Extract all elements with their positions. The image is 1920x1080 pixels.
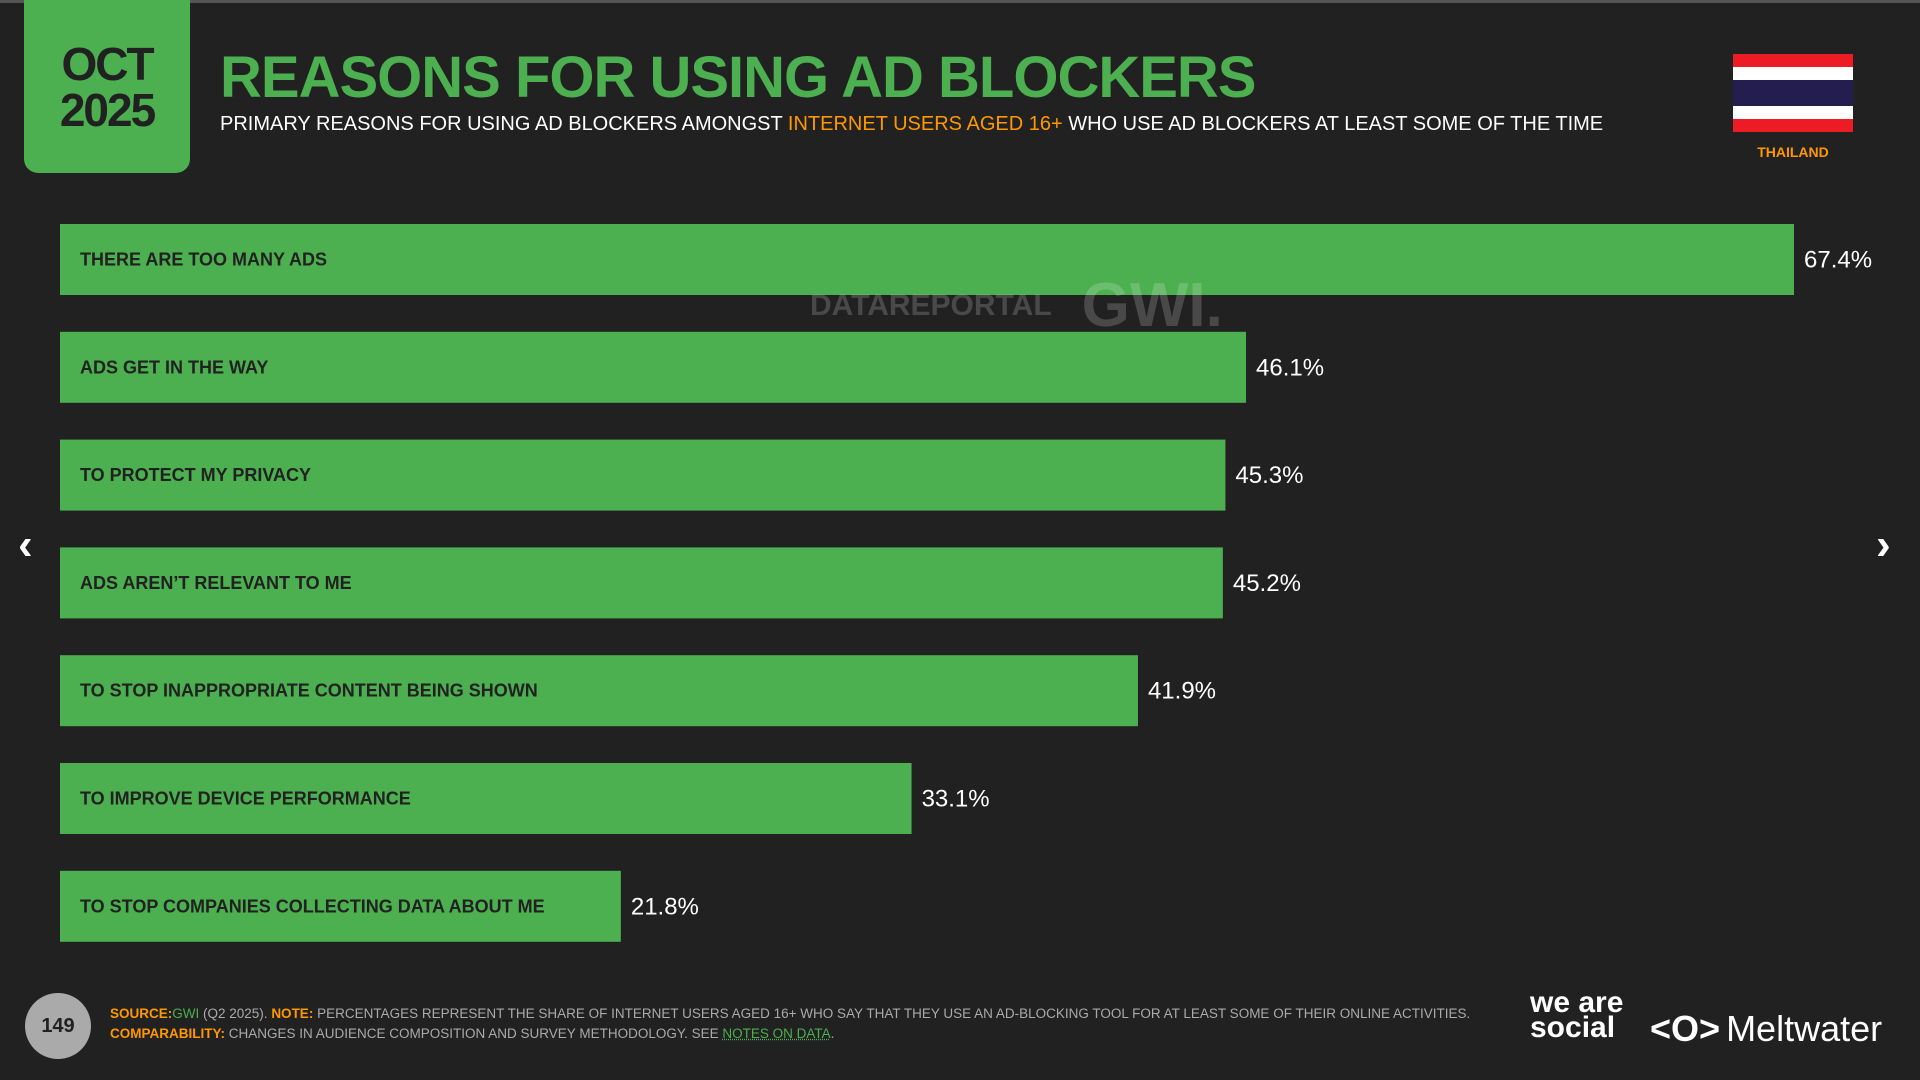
source-link[interactable]: GWI <box>172 1006 200 1021</box>
watermark-datareportal: DATAREPORTAL <box>810 288 1052 322</box>
watermark: DATAREPORTAL GWI. <box>810 270 1223 341</box>
page-title: REASONS FOR USING AD BLOCKERS <box>220 45 1256 110</box>
bar-value-label: 41.9% <box>1148 678 1216 705</box>
meltwater-logo: <O> Meltwater <box>1650 1008 1882 1050</box>
bar-category-label: ADS GET IN THE WAY <box>80 357 268 377</box>
page-number: 149 <box>25 993 91 1059</box>
bar-category-label: TO STOP INAPPROPRIATE CONTENT BEING SHOW… <box>80 681 538 701</box>
meltwater-text: Meltwater <box>1726 1008 1883 1049</box>
bar-value-label: 46.1% <box>1256 354 1324 381</box>
prev-slide-button[interactable]: ‹ <box>18 520 33 569</box>
bar <box>60 763 912 834</box>
top-border <box>0 0 1920 3</box>
date-month: OCT <box>61 37 154 90</box>
bar-chart: THERE ARE TOO MANY ADS 67.4% ADS GET IN TH… <box>60 224 1872 942</box>
thailand-flag-icon <box>1733 54 1853 132</box>
note-key: NOTE: <box>271 1006 314 1021</box>
subtitle-pre: PRIMARY REASONS FOR USING AD BLOCKERS AM… <box>220 113 788 135</box>
footer-comparability: COMPARABILITY: CHANGES IN AUDIENCE COMPO… <box>110 1026 834 1041</box>
source-date: (Q2 2025). <box>199 1006 272 1021</box>
date-year: 2025 <box>59 83 156 136</box>
comparability-key: COMPARABILITY: <box>110 1026 225 1041</box>
bar-value-label: 33.1% <box>922 786 990 813</box>
bar-category-label: TO PROTECT MY PRIVACY <box>80 465 311 485</box>
bar <box>60 224 1794 295</box>
watermark-gwi: GWI. <box>1081 271 1223 340</box>
source-key: SOURCE: <box>110 1006 173 1021</box>
bar-value-label: 45.2% <box>1233 570 1301 597</box>
country-label: THAILAND <box>1757 144 1829 160</box>
subtitle-post: WHO USE AD BLOCKERS AT LEAST SOME OF THE… <box>1062 113 1604 135</box>
bar <box>60 439 1226 511</box>
note-text: PERCENTAGES REPRESENT THE SHARE OF INTER… <box>313 1006 1471 1021</box>
bar-category-label: THERE ARE TOO MANY ADS <box>80 250 327 270</box>
bar <box>60 655 1138 727</box>
bar <box>60 547 1223 619</box>
bar-category-label: TO STOP COMPANIES COLLECTING DATA ABOUT … <box>80 896 545 916</box>
next-slide-button[interactable]: › <box>1876 520 1891 569</box>
date-badge: OCT 2025 <box>24 0 190 173</box>
bar-category-label: TO IMPROVE DEVICE PERFORMANCE <box>80 789 411 809</box>
bar-value-label: 45.3% <box>1235 462 1303 489</box>
notes-on-data-link[interactable]: NOTES ON DATA <box>722 1026 831 1041</box>
we-are-social-logo: we are social <box>1530 986 1624 1044</box>
comparability-end: . <box>830 1026 835 1041</box>
bar <box>60 331 1247 403</box>
comparability-text: CHANGES IN AUDIENCE COMPOSITION AND SURV… <box>225 1026 723 1041</box>
bar-value-label: 67.4% <box>1804 247 1872 274</box>
subtitle-highlight: INTERNET USERS AGED 16+ <box>787 113 1063 135</box>
bar <box>60 870 621 942</box>
meltwater-icon: <O> <box>1650 1008 1721 1049</box>
page-subtitle: PRIMARY REASONS FOR USING AD BLOCKERS AM… <box>220 113 1603 136</box>
bar-value-label: 21.8% <box>631 893 699 920</box>
bar-category-label: ADS AREN’T RELEVANT TO ME <box>80 573 352 593</box>
footer-source: SOURCE:GWI (Q2 2025). NOTE: PERCENTAGES … <box>110 1006 1470 1021</box>
